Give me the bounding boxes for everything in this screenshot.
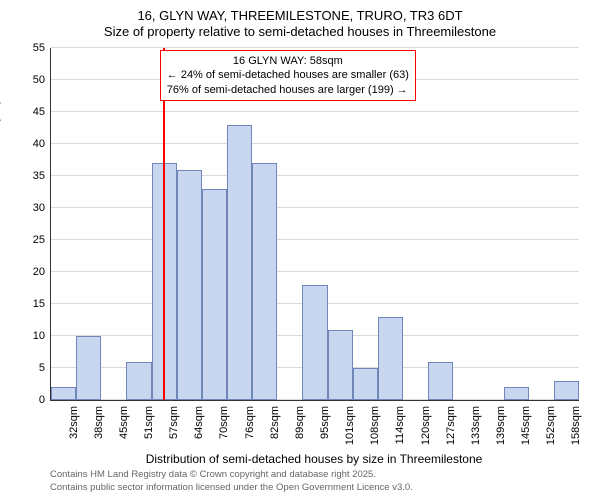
y-tick-label: 20	[33, 266, 45, 278]
x-tick-label: 95sqm	[319, 406, 331, 439]
y-tick-label: 40	[33, 138, 45, 150]
histogram-bar	[202, 189, 227, 400]
gridline	[51, 47, 579, 48]
gridline	[51, 239, 579, 240]
histogram-bar	[227, 125, 252, 400]
gridline	[51, 207, 579, 208]
chart-container: 16, GLYN WAY, THREEMILESTONE, TRURO, TR3…	[0, 0, 600, 500]
histogram-bar	[302, 285, 327, 400]
x-tick-label: 120sqm	[420, 406, 432, 445]
histogram-bar	[51, 387, 76, 400]
y-tick-label: 30	[33, 202, 45, 214]
y-tick-label: 10	[33, 330, 45, 342]
x-tick-label: 139sqm	[495, 406, 507, 445]
x-tick-label: 45sqm	[118, 406, 130, 439]
y-axis-label: Number of semi-detached properties	[0, 68, 1, 263]
x-tick-label: 101sqm	[344, 406, 356, 445]
histogram-bar	[378, 317, 403, 400]
annotation-box: 16 GLYN WAY: 58sqm← 24% of semi-detached…	[160, 50, 416, 101]
y-tick-label: 50	[33, 74, 45, 86]
histogram-bar	[252, 163, 277, 400]
y-tick-label: 25	[33, 234, 45, 246]
annotation-line: 76% of semi-detached houses are larger (…	[167, 83, 409, 97]
chart-subtitle: Size of property relative to semi-detach…	[0, 24, 600, 39]
gridline	[51, 143, 579, 144]
gridline	[51, 175, 579, 176]
histogram-bar	[554, 381, 579, 400]
plot-area: 051015202530354045505532sqm38sqm45sqm51s…	[50, 48, 579, 401]
chart-title: 16, GLYN WAY, THREEMILESTONE, TRURO, TR3…	[0, 8, 600, 23]
histogram-bar	[504, 387, 529, 400]
x-tick-label: 76sqm	[244, 406, 256, 439]
histogram-bar	[328, 330, 353, 400]
x-tick-label: 133sqm	[470, 406, 482, 445]
annotation-line: ← 24% of semi-detached houses are smalle…	[167, 68, 409, 82]
histogram-bar	[76, 336, 101, 400]
x-tick-label: 158sqm	[570, 406, 582, 445]
x-tick-label: 38sqm	[93, 406, 105, 439]
histogram-bar	[428, 362, 453, 400]
x-tick-label: 114sqm	[394, 406, 406, 444]
y-tick-label: 55	[33, 42, 45, 54]
x-tick-label: 89sqm	[294, 406, 306, 439]
x-axis-label: Distribution of semi-detached houses by …	[50, 452, 578, 466]
y-tick-label: 15	[33, 298, 45, 310]
x-tick-label: 57sqm	[168, 406, 180, 439]
gridline	[51, 271, 579, 272]
x-tick-label: 108sqm	[369, 406, 381, 445]
y-tick-label: 45	[33, 106, 45, 118]
x-tick-label: 127sqm	[445, 406, 457, 445]
y-tick-label: 0	[39, 394, 45, 406]
attribution-line-1: Contains HM Land Registry data © Crown c…	[50, 469, 413, 481]
annotation-line: 16 GLYN WAY: 58sqm	[167, 54, 409, 68]
histogram-bar	[126, 362, 151, 400]
x-tick-label: 70sqm	[218, 406, 230, 439]
attribution-text: Contains HM Land Registry data © Crown c…	[50, 469, 413, 494]
x-tick-label: 32sqm	[68, 406, 80, 439]
x-tick-label: 51sqm	[143, 406, 155, 439]
x-tick-label: 64sqm	[193, 406, 205, 439]
histogram-bar	[353, 368, 378, 400]
histogram-bar	[177, 170, 202, 400]
x-tick-label: 145sqm	[520, 406, 532, 445]
y-tick-label: 5	[39, 362, 45, 374]
y-tick-label: 35	[33, 170, 45, 182]
attribution-line-2: Contains public sector information licen…	[50, 482, 413, 494]
x-tick-label: 82sqm	[269, 406, 281, 439]
gridline	[51, 111, 579, 112]
x-tick-label: 152sqm	[545, 406, 557, 445]
